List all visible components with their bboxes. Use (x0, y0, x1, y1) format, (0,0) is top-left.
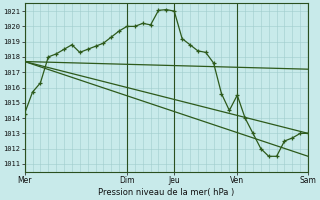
X-axis label: Pression niveau de la mer( hPa ): Pression niveau de la mer( hPa ) (98, 188, 235, 197)
